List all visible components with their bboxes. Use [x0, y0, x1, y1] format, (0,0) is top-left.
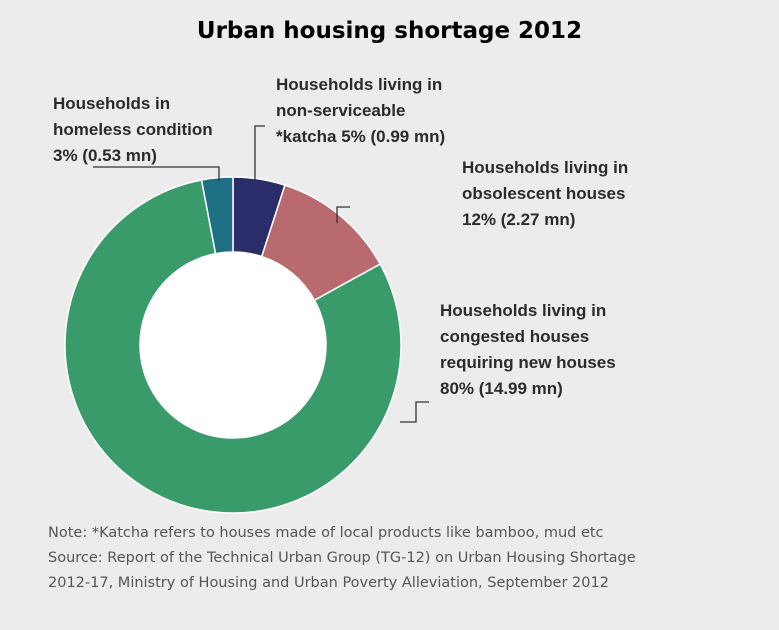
leader-line-obsolescent: [336, 206, 350, 223]
note-line: Note: *Katcha refers to houses made of l…: [48, 525, 604, 541]
footnotes: Note: *Katcha refers to houses made of l…: [48, 521, 636, 596]
label-katcha: Households living in non-serviceable *ka…: [276, 75, 446, 146]
source-line-2: 2012-17, Ministry of Housing and Urban P…: [48, 575, 609, 591]
label-congested: Households living in congested houses re…: [440, 301, 616, 398]
label-obsolescent: Households living in obsolescent houses …: [462, 158, 629, 229]
source-line: Source: Report of the Technical Urban Gr…: [48, 550, 636, 566]
leader-line-katcha: [254, 125, 265, 180]
donut-hole: [140, 252, 326, 438]
leader-line-homeless: [93, 166, 220, 181]
leader-line-congested: [400, 401, 429, 423]
label-homeless: Households in homeless condition 3% (0.5…: [53, 94, 213, 165]
chart-title: Urban housing shortage 2012: [196, 18, 583, 44]
leader-lines: [93, 125, 429, 423]
